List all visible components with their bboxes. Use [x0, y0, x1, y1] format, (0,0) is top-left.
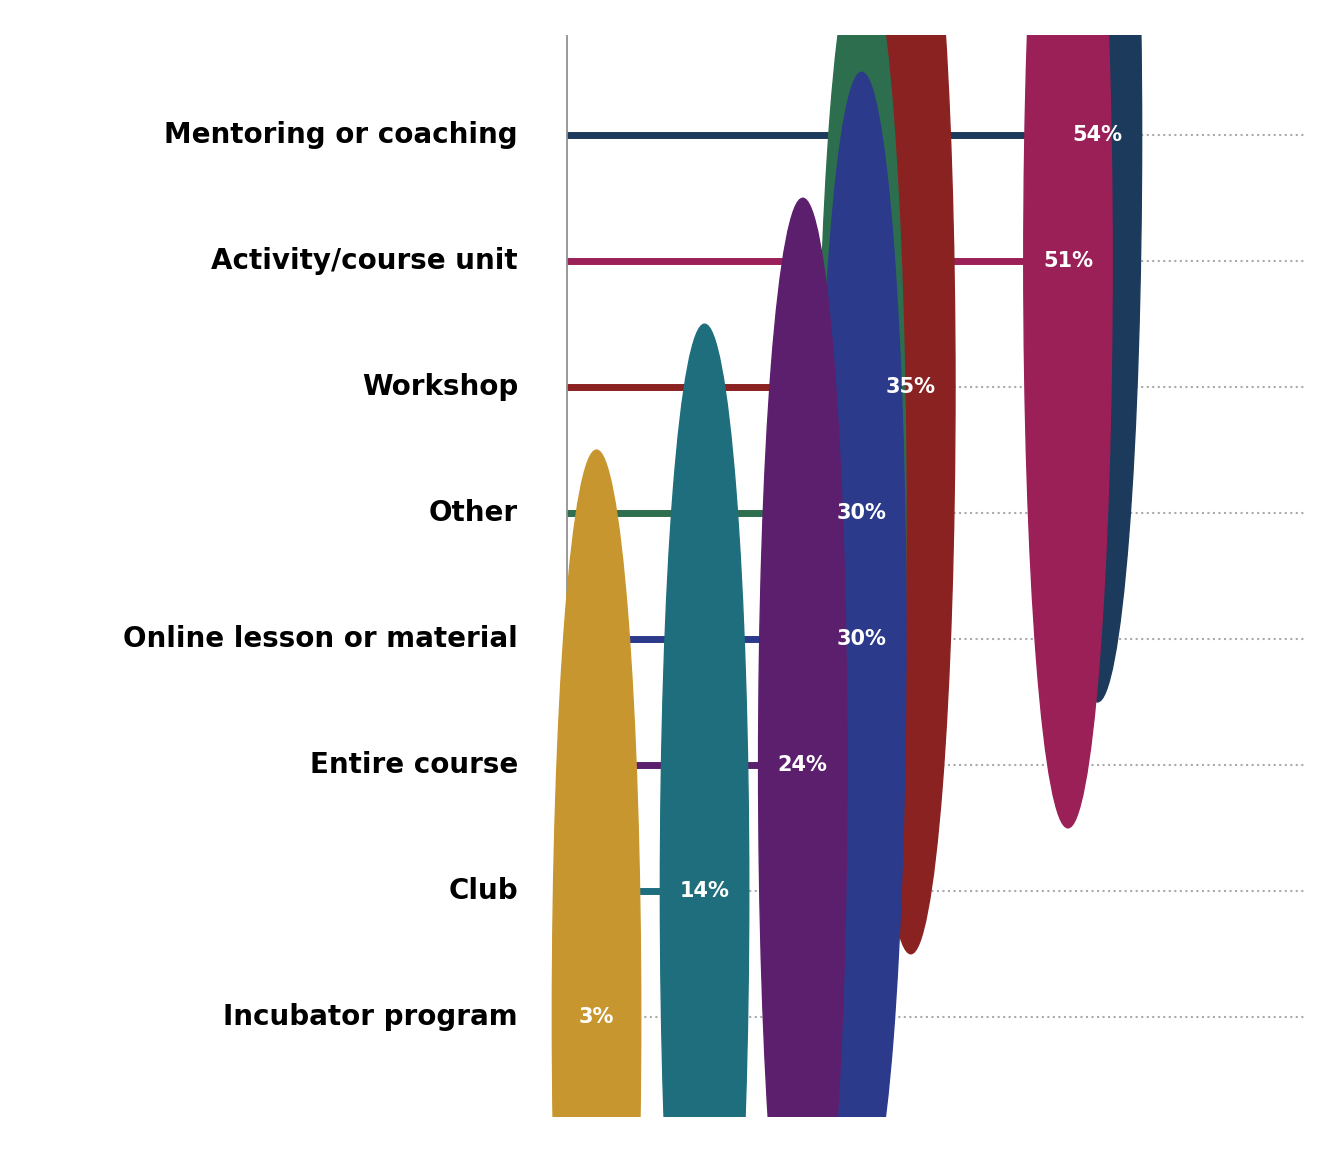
Text: 30%: 30%	[837, 503, 887, 523]
Circle shape	[758, 198, 847, 1152]
Text: Other: Other	[429, 499, 517, 528]
Circle shape	[552, 450, 641, 1152]
Circle shape	[817, 0, 906, 1079]
Text: 30%: 30%	[837, 629, 887, 649]
Circle shape	[1054, 0, 1141, 702]
Text: 35%: 35%	[886, 377, 935, 397]
Text: 51%: 51%	[1043, 251, 1093, 271]
Text: Incubator program: Incubator program	[223, 1002, 517, 1031]
Circle shape	[867, 0, 956, 954]
Text: Activity/course unit: Activity/course unit	[211, 248, 517, 275]
Text: Mentoring or coaching: Mentoring or coaching	[164, 121, 517, 150]
Text: 14%: 14%	[680, 881, 730, 901]
Text: Online lesson or material: Online lesson or material	[124, 624, 517, 653]
Circle shape	[660, 324, 749, 1152]
Circle shape	[817, 73, 906, 1152]
Text: 24%: 24%	[778, 755, 828, 775]
Text: 54%: 54%	[1073, 126, 1122, 145]
Text: 3%: 3%	[579, 1007, 614, 1026]
Text: Workshop: Workshop	[362, 373, 517, 401]
Text: Entire course: Entire course	[309, 751, 517, 779]
Circle shape	[1024, 0, 1111, 828]
Text: Club: Club	[449, 877, 517, 904]
